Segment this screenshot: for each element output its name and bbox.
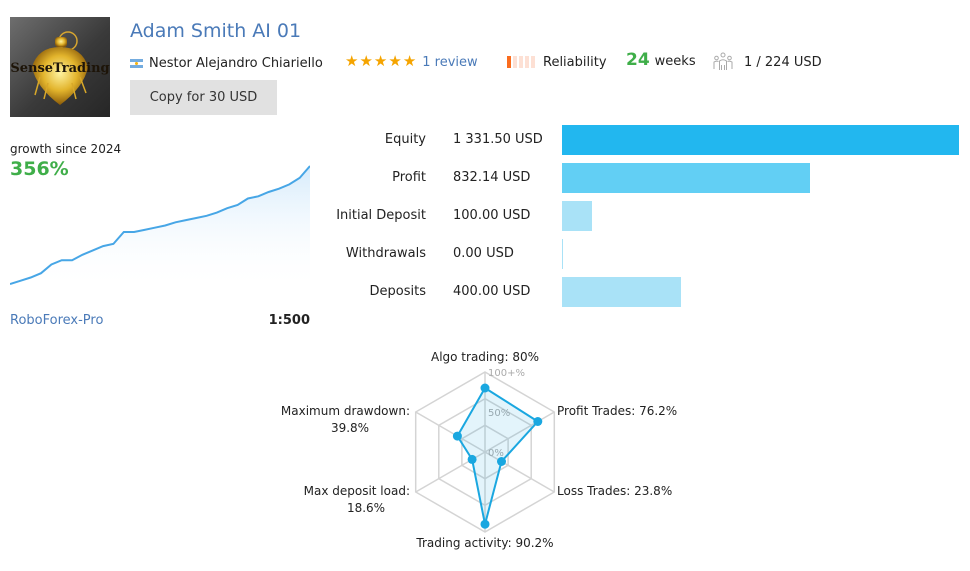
- stat-row-withdrawals: Withdrawals 0.00 USD: [300, 239, 970, 269]
- star-icon: ★: [402, 52, 417, 70]
- radar-label-maximum-drawdown: Maximum drawdown:: [281, 404, 410, 418]
- subscribers-icon: [713, 52, 733, 70]
- reliability-bar: [513, 56, 517, 68]
- stat-row-initial-deposit: Initial Deposit 100.00 USD: [300, 201, 970, 231]
- reliability-label: Reliability: [543, 54, 607, 70]
- star-icon: ★: [373, 52, 388, 70]
- growth-value: 356%: [10, 158, 69, 180]
- radar-label-max-deposit-load: Max deposit load:: [304, 484, 410, 498]
- leverage-value: 1:500: [268, 313, 310, 328]
- growth-chart[interactable]: [10, 160, 310, 290]
- stat-label: Withdrawals: [345, 246, 426, 261]
- radar-label-loss-trades: Loss Trades: 23.8%: [557, 484, 672, 498]
- stat-row-deposits: Deposits 400.00 USD: [300, 277, 970, 307]
- copy-button[interactable]: Copy for 30 USD: [130, 80, 277, 115]
- radar-value-max-deposit-load: 18.6%: [347, 501, 385, 515]
- stat-label: Profit: [392, 170, 426, 185]
- stat-bar: [562, 239, 563, 269]
- strategy-title[interactable]: Adam Smith AI 01: [130, 20, 302, 42]
- strategy-logo: SenseTrading: [10, 17, 110, 117]
- subscribers-indicator: 1 / 224 USD: [712, 52, 822, 72]
- weeks-indicator: 24 weeks: [626, 50, 696, 72]
- stat-row-profit: Profit 832.14 USD: [300, 163, 970, 193]
- stat-bar: [562, 125, 959, 155]
- author-name[interactable]: Nestor Alejandro Chiariello: [149, 55, 323, 71]
- stat-value: 1 331.50 USD: [453, 132, 543, 147]
- stat-value: 400.00 USD: [453, 284, 531, 299]
- reliability-indicator[interactable]: Reliability: [507, 52, 607, 72]
- radar-chart: 100+% 50% 0% Algo trading: 80% Profit Tr…: [281, 350, 677, 550]
- star-icon: ★: [345, 52, 359, 70]
- logo-text: SenseTrading: [10, 61, 109, 76]
- reliability-bar: [519, 56, 523, 68]
- radar-grid: [414, 371, 556, 533]
- reliability-bar: [507, 56, 511, 68]
- weeks-count: 24: [626, 50, 650, 70]
- stat-label: Equity: [384, 132, 426, 147]
- stat-bar: [562, 163, 811, 193]
- radar-point: [467, 454, 477, 464]
- radar-point: [497, 457, 506, 466]
- stat-label: Initial Deposit: [336, 208, 426, 223]
- radar-point: [533, 417, 543, 426]
- radar-points: [452, 383, 543, 529]
- radar-axis-line: [484, 411, 555, 453]
- radar-point: [480, 383, 490, 393]
- radar-tick-0: 0%: [488, 448, 504, 459]
- weeks-label: weeks: [654, 54, 696, 69]
- author-link[interactable]: Nestor Alejandro Chiariello: [130, 54, 323, 72]
- radar-label-profit-trades: Profit Trades: 76.2%: [557, 404, 677, 418]
- logo-image: SenseTrading: [10, 31, 110, 105]
- radar-label-algo-trading: Algo trading: 80%: [431, 350, 539, 364]
- broker-link[interactable]: RoboForex-Pro: [10, 313, 104, 328]
- reliability-bar: [531, 56, 535, 68]
- stat-value: 100.00 USD: [453, 208, 531, 223]
- stat-value: 832.14 USD: [453, 170, 531, 185]
- argentina-flag-icon: [130, 58, 143, 68]
- subscribers-value: 1 / 224 USD: [744, 54, 822, 70]
- star-icon: ★: [388, 52, 402, 70]
- stat-value: 0.00 USD: [453, 246, 514, 261]
- stat-bar: [562, 277, 682, 307]
- radar-tick-100: 100+%: [488, 368, 525, 379]
- reliability-bars-icon: [507, 56, 537, 68]
- rating-stars: ★★★★★: [345, 54, 417, 70]
- stat-row-equity: Equity 1 331.50 USD: [300, 125, 970, 155]
- rating[interactable]: ★★★★★ 1 review: [345, 52, 478, 72]
- radar-axis-line: [415, 411, 486, 453]
- radar-value-maximum-drawdown: 39.8%: [331, 421, 369, 435]
- radar-point: [452, 431, 462, 441]
- star-icon: ★: [359, 52, 373, 70]
- reviews-link[interactable]: 1 review: [422, 54, 478, 70]
- growth-line: [10, 165, 310, 285]
- reliability-bar: [525, 56, 529, 68]
- radar-point: [480, 519, 490, 529]
- radar-axis-line: [484, 451, 555, 493]
- radar-label-trading-activity: Trading activity: 90.2%: [415, 536, 553, 550]
- stat-bar: [562, 201, 592, 231]
- growth-label: growth since 2024: [10, 142, 122, 156]
- stat-label: Deposits: [369, 284, 426, 299]
- growth-area: [10, 166, 310, 290]
- radar-tick-50: 50%: [488, 408, 510, 419]
